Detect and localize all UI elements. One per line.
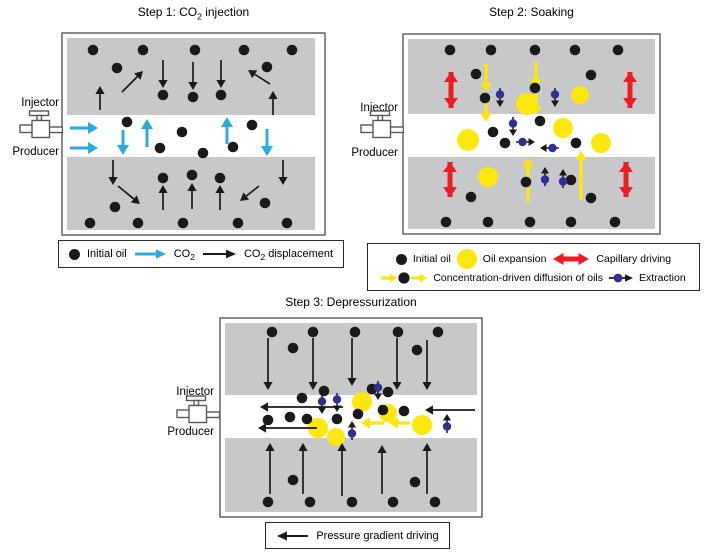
- panel2-producer-label: Producer: [351, 147, 398, 159]
- legend-extraction-label: Extraction: [638, 272, 686, 284]
- capillary-driving-arrow-icon: [553, 253, 590, 265]
- legend-step2-row1: Initial oil Oil expansion Capillary driv…: [395, 249, 672, 269]
- legend-diffusion-label: Concentration-driven diffusion of oils: [433, 272, 603, 284]
- legend-oil-expansion-label: Oil expansion: [482, 253, 547, 265]
- panel3-injector-label: Injector: [176, 386, 214, 398]
- oil-expansion-circle-icon: [456, 249, 477, 269]
- legend-co2-label: CO2: [173, 248, 195, 263]
- legend-pressure-label: Pressure gradient driving: [316, 529, 439, 542]
- initial-oil-dot-icon: [395, 253, 407, 265]
- panel1-title-text: Step 1: CO: [137, 5, 198, 19]
- diffusion-arrows-icon: [381, 272, 428, 284]
- legend-step3: Pressure gradient driving: [265, 522, 450, 549]
- panel1-injector-label: Injector: [21, 97, 59, 109]
- legend-step1: Initial oil CO2 CO2 displacement: [58, 240, 344, 268]
- initial-oil-dot-icon: [68, 248, 80, 260]
- extraction-icon: [608, 273, 633, 283]
- panel3-producer-label: Producer: [167, 426, 214, 438]
- panel3-title: Step 3: Depressurization: [285, 295, 417, 309]
- valve-icon: [19, 110, 63, 139]
- legend-co2-displacement-label: CO2 displacement: [243, 248, 334, 263]
- panel1-producer-label: Producer: [12, 146, 59, 158]
- valve-icon: [176, 395, 220, 424]
- legend-capillary-label: Capillary driving: [596, 253, 672, 265]
- pressure-gradient-arrow-icon: [277, 530, 309, 541]
- legend-step2: Initial oil Oil expansion Capillary driv…: [367, 243, 700, 291]
- co2-arrow-icon: [134, 249, 166, 259]
- legend-initial-oil-label: Initial oil: [86, 248, 127, 260]
- co2-displacement-arrow-icon: [202, 249, 236, 259]
- legend-step2-row2: Concentration-driven diffusion of oils E…: [381, 271, 686, 285]
- panel1-title: Step 1: CO2 injection: [137, 5, 250, 22]
- panel2-title: Step 2: Soaking: [489, 5, 574, 19]
- legend-initial-oil-label: Initial oil: [412, 253, 451, 265]
- valve-icon: [360, 110, 404, 139]
